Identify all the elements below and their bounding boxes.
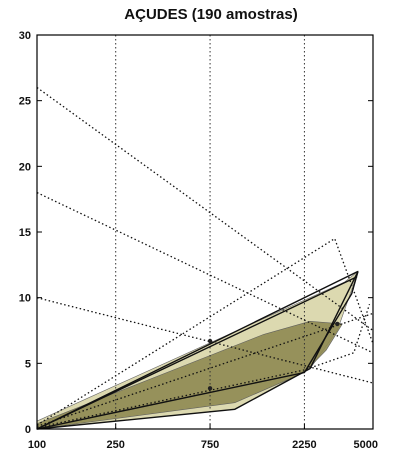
y-axis: 0 5 10 15 20 25 30 <box>19 30 373 436</box>
y-tick-label-4: 20 <box>19 161 31 173</box>
series-line-8 <box>36 271 359 430</box>
y-tick-label-5: 25 <box>19 96 31 108</box>
y-tick-label-0: 0 <box>25 424 31 436</box>
y-tick-label-6: 30 <box>19 30 31 42</box>
series-line-1 <box>36 192 374 354</box>
chart-title: AÇUDES (190 amostras) <box>124 6 297 23</box>
marker-1 <box>207 386 213 391</box>
series-line-0 <box>36 86 374 332</box>
marker-2 <box>335 321 340 327</box>
y-tick-label-2: 10 <box>19 293 31 305</box>
markers <box>207 321 340 391</box>
marker-0 <box>207 338 213 344</box>
y-tick-label-3: 15 <box>19 227 31 239</box>
series-line-6 <box>36 276 358 430</box>
grid <box>115 35 305 429</box>
series-line-3 <box>36 237 374 426</box>
series-lines <box>36 86 374 430</box>
series-line-5 <box>36 270 359 430</box>
x-tick-label-4: 5000 <box>354 439 378 451</box>
x-tick-label-0: 100 <box>28 439 46 451</box>
y-tick-label-1: 5 <box>25 358 31 370</box>
series-line-4 <box>36 312 374 428</box>
x-axis: 100 250 750 2250 5000 <box>28 424 378 451</box>
x-tick-label-1: 250 <box>107 439 125 451</box>
x-tick-label-2: 750 <box>201 439 219 451</box>
x-tick-label-3: 2250 <box>292 439 316 451</box>
series-line-9 <box>36 304 371 429</box>
series-line-2 <box>36 297 374 384</box>
